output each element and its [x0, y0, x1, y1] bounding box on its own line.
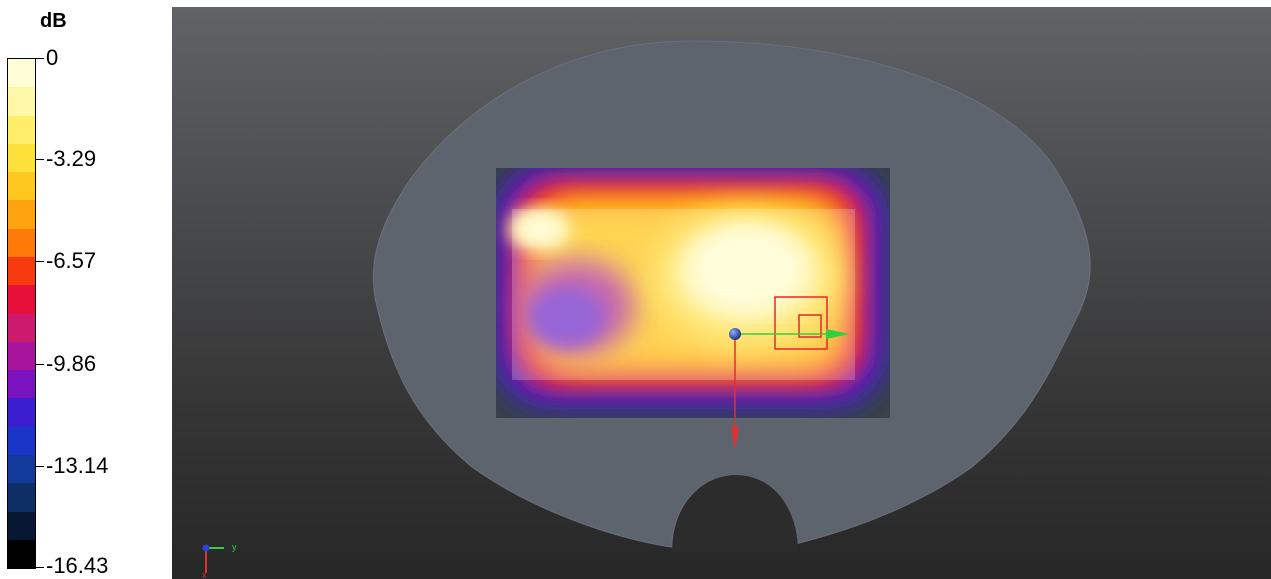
colorbar-band-8 [8, 285, 35, 314]
sar-heatmap [498, 169, 883, 405]
3d-viewport[interactable]: y x [172, 7, 1271, 579]
legend-unit-label: dB [40, 10, 67, 32]
probe-x-arrowhead [731, 427, 739, 450]
colorbar-band-15 [8, 483, 35, 512]
colorbar-band-1 [8, 87, 35, 116]
tick-mark-0 [36, 58, 44, 59]
tick-label-3: -9.86 [46, 351, 97, 376]
probe-y-arrowhead [826, 329, 850, 339]
tick-label-1: -3.29 [46, 146, 97, 171]
tick-label-5: -16.43 [46, 553, 109, 578]
colorbar-legend: dB 0 -3.29 -6.57 -9.86 -13.14 -16.43 [0, 0, 172, 579]
colorbar-band-10 [8, 341, 35, 371]
colorbar-band-6 [8, 228, 35, 257]
tick-label-2: -6.57 [46, 248, 97, 273]
tick-mark-1 [36, 159, 44, 160]
tick-mark-2 [36, 261, 44, 262]
colorbar-band-16 [8, 511, 35, 540]
zoom-scan-box-outer [774, 296, 828, 350]
colorbar-gradient [7, 58, 36, 569]
colorbar-band-12 [8, 398, 35, 427]
zoom-scan-box-inner [798, 314, 822, 338]
axis-triad-y-label: y [232, 542, 237, 552]
probe-origin-sphere [729, 328, 741, 340]
tick-label-0: 0 [46, 45, 59, 70]
colorbar-band-13 [8, 426, 35, 455]
colorbar-band-4 [8, 172, 35, 201]
scene-svg[interactable]: y x [172, 7, 1271, 579]
measurement-plate [512, 209, 855, 380]
colorbar-band-0 [8, 59, 35, 88]
tick-mark-4 [36, 466, 44, 467]
tick-mark-3 [36, 364, 44, 365]
axis-triad: y x [202, 542, 237, 579]
colorbar-band-9 [8, 313, 35, 342]
colorbar-band-5 [8, 200, 35, 229]
axis-triad-x-label: x [202, 570, 207, 579]
tick-mark-5 [36, 567, 44, 568]
colorbar-band-3 [8, 143, 35, 173]
colorbar-band-2 [8, 115, 35, 144]
colorbar-band-17 [8, 539, 35, 569]
colorbar-band-14 [8, 454, 35, 484]
colorbar-band-7 [8, 256, 35, 286]
phantom-bottom-opening [672, 475, 798, 552]
tick-label-4: -13.14 [46, 453, 109, 478]
colorbar-band-11 [8, 370, 35, 399]
